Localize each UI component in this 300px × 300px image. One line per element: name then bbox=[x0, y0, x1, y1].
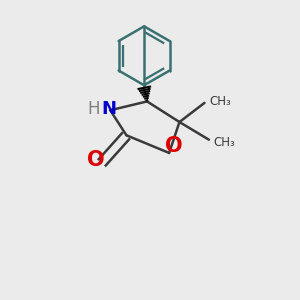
Text: H: H bbox=[88, 100, 100, 118]
Text: N: N bbox=[101, 100, 116, 118]
Text: CH₃: CH₃ bbox=[209, 95, 231, 108]
Text: CH₃: CH₃ bbox=[213, 136, 235, 149]
Text: O: O bbox=[87, 150, 105, 170]
Text: O: O bbox=[165, 136, 182, 156]
